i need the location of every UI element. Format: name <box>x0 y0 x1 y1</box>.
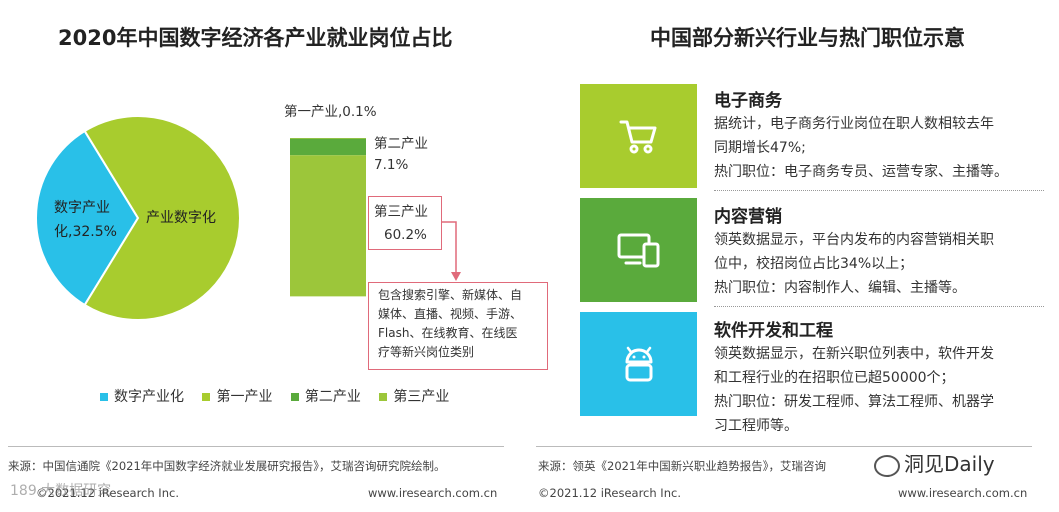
left-url: www.iresearch.com.cn <box>368 486 498 500</box>
desc-line: 习工程师等。 <box>714 418 798 434</box>
desc-line: 热门职位：研发工程师、算法工程师、机器学 <box>714 394 994 410</box>
note-line: 媒体、直播、视频、手游、 <box>378 307 523 321</box>
devices-icon <box>617 233 659 268</box>
pie-slice-industrial-digitalization <box>83 115 241 321</box>
desc-line: 和工程行业的在招职位已超50000个； <box>714 370 955 386</box>
note-line: Flash、在线教育、在线医 <box>378 326 518 340</box>
note-line: 疗等新兴岗位类别 <box>378 345 475 359</box>
watermark-left: 189 大数据研究 <box>10 483 112 499</box>
desc-line: 领英数据显示，平台内发布的内容营销相关职 <box>714 232 994 248</box>
content-marketing-card <box>580 198 697 302</box>
right-panel-title: 中国部分新兴行业与热门职位示意 <box>650 26 965 50</box>
right-url: www.iresearch.com.cn <box>898 486 1028 500</box>
note-text: 包含搜索引擎、新媒体、自 媒体、直播、视频、手游、 Flash、在线教育、在线医… <box>378 286 542 362</box>
third-industry-name: 第三产业 <box>374 204 428 220</box>
software-desc: 领英数据显示，在新兴职位列表中，软件开发 和工程行业的在招职位已超50000个；… <box>714 342 1044 438</box>
footer-divider-right <box>536 446 1032 447</box>
watermark-text: 洞见Daily <box>904 452 995 476</box>
left-copyright: ©2021.12 iResearch Inc. <box>36 486 179 500</box>
first-industry-label: 第一产业,0.1% <box>284 104 377 120</box>
legend-label: 第二产业 <box>304 389 361 405</box>
ecommerce-title: 电子商务 <box>714 91 782 111</box>
note-line: 包含搜索引擎、新媒体、自 <box>378 288 523 302</box>
chart-legend: 数字产业化 第一产业 第二产业 第三产业 <box>100 386 463 406</box>
pie-slice-digital-industrialization <box>35 129 140 307</box>
pie-label-digital-industrialization: 数字产业化,32.5% <box>54 200 117 240</box>
content-marketing-desc: 领英数据显示，平台内发布的内容营销相关职 位中，校招岗位占比34%以上； 热门职… <box>714 228 1044 300</box>
legend-swatch <box>202 393 211 401</box>
legend-label: 数字产业化 <box>114 389 184 405</box>
bar-segment-2 <box>290 138 366 156</box>
legend-item: 第一产业 <box>202 386 272 406</box>
pie-chart: 数字产业化,32.5% 产业数字化 <box>35 115 461 321</box>
footer-divider-left <box>8 446 504 447</box>
card-divider <box>714 306 1044 307</box>
legend-swatch <box>100 393 108 401</box>
legend-item: 第三产业 <box>379 386 449 406</box>
third-industry-callout <box>368 196 442 250</box>
left-source: 来源：中国信通院《2021年中国数字经济就业发展研究报告》，艾瑞咨询研究院绘制。 <box>8 459 446 473</box>
content-marketing-title: 内容营销 <box>714 207 782 227</box>
third-industry-value: 60.2% <box>384 227 427 243</box>
note-callout <box>368 282 548 370</box>
android-icon <box>625 346 652 382</box>
card-divider <box>714 190 1044 191</box>
second-industry-name: 第二产业 <box>374 136 428 152</box>
desc-line: 位中，校招岗位占比34%以上； <box>714 256 914 272</box>
software-title: 软件开发和工程 <box>714 321 833 341</box>
legend-label: 第一产业 <box>216 389 273 405</box>
right-source: 来源：领英《2021年中国新兴职业趋势报告》，艾瑞咨询 <box>538 459 827 473</box>
right-copyright: ©2021.12 iResearch Inc. <box>538 486 681 500</box>
wechat-icon <box>874 454 900 477</box>
desc-line: 同期增长47%; <box>714 140 806 156</box>
legend-item: 第二产业 <box>290 386 361 406</box>
bar-segment-3 <box>290 155 366 297</box>
legend-item: 数字产业化 <box>100 386 184 406</box>
pie-label-industrial-digitalization: 产业数字化 <box>146 210 216 226</box>
left-chart-title: 2020年中国数字经济各产业就业岗位占比 <box>58 26 453 50</box>
legend-label: 第三产业 <box>393 389 450 405</box>
bar-segment-1 <box>290 138 366 139</box>
legend-swatch <box>290 393 299 401</box>
callout-arrowhead <box>451 272 461 281</box>
callout-connector <box>440 221 457 274</box>
second-industry-value: 7.1% <box>374 157 409 173</box>
ecommerce-card <box>580 84 697 188</box>
software-card <box>580 312 697 416</box>
desc-line: 领英数据显示，在新兴职位列表中，软件开发 <box>714 346 994 362</box>
ecommerce-desc: 据统计，电子商务行业岗位在职人数相较去年 同期增长47%; 热门职位：电子商务专… <box>714 112 1044 184</box>
watermark: 洞见Daily <box>874 448 995 477</box>
desc-line: 热门职位：内容制作人、编辑、主播等。 <box>714 280 966 296</box>
legend-swatch <box>379 393 388 401</box>
desc-line: 热门职位：电子商务专员、运营专家、主播等。 <box>714 164 1008 180</box>
shopping-cart-icon <box>619 120 656 154</box>
desc-line: 据统计，电子商务行业岗位在职人数相较去年 <box>714 116 994 132</box>
